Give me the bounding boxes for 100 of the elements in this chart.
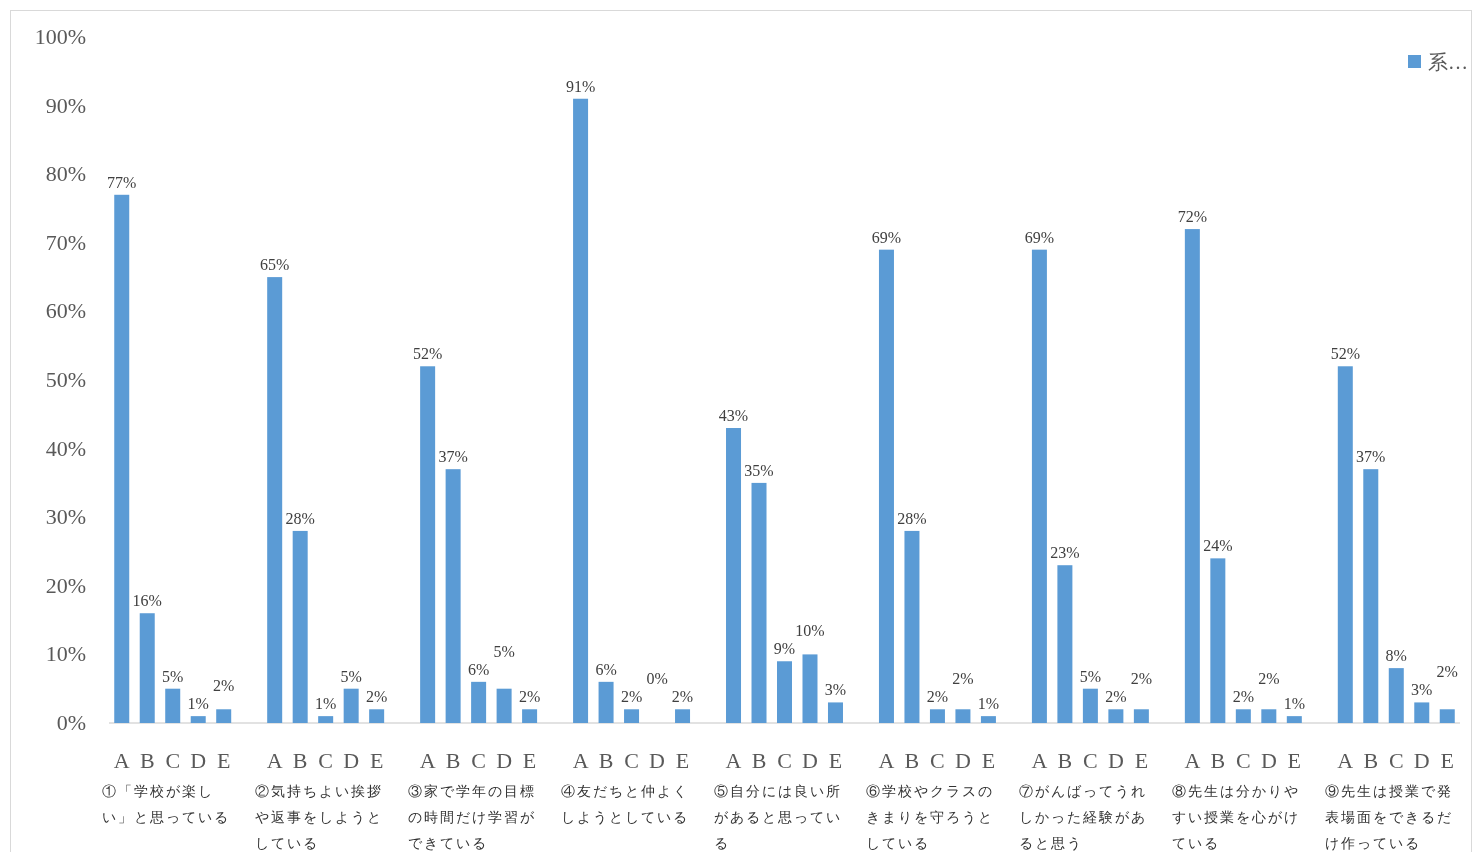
data-label: 28% (897, 509, 927, 527)
bar (1235, 709, 1251, 723)
bar (980, 716, 996, 723)
x-tick-label: B (139, 748, 155, 773)
y-tick-label: 100% (34, 24, 86, 49)
x-tick-label: A (419, 748, 436, 773)
bar (445, 469, 461, 723)
x-tick-label: E (369, 748, 384, 773)
x-tick-label: C (1083, 748, 1098, 773)
data-label: 91% (565, 77, 596, 95)
data-label: 23% (1050, 544, 1080, 562)
x-tick-label: E (522, 748, 537, 773)
data-label: 16% (132, 592, 162, 610)
bar (369, 709, 385, 723)
data-label: 8% (1385, 647, 1407, 665)
bar (1184, 229, 1200, 723)
x-tick-label: B (1057, 748, 1073, 773)
x-tick-label: A (572, 748, 589, 773)
y-tick-label: 30% (45, 504, 86, 530)
x-tick-label: D (496, 748, 513, 773)
x-tick-label: A (266, 748, 283, 773)
x-tick-label: C (624, 748, 639, 773)
bar (598, 681, 614, 723)
bar (1261, 709, 1277, 723)
bar (165, 688, 181, 723)
data-label: 2% (1232, 688, 1254, 706)
data-label: 10% (795, 622, 825, 640)
bar (675, 709, 691, 723)
bar (1057, 565, 1073, 723)
bar (190, 716, 206, 723)
x-tick-label: B (1210, 748, 1226, 773)
y-tick-label: 50% (45, 367, 86, 392)
data-label: 2% (1436, 663, 1458, 681)
x-tick-label: A (1184, 748, 1201, 773)
data-label: 69% (871, 228, 902, 246)
x-tick-label: B (598, 748, 614, 773)
x-tick-label: B (1363, 748, 1379, 773)
x-tick-label: D (343, 748, 360, 773)
bar (343, 688, 359, 723)
y-tick-label: 20% (45, 572, 86, 598)
x-tick-label: D (1260, 748, 1277, 773)
y-tick-label: 80% (45, 161, 86, 187)
data-label: 28% (285, 509, 315, 527)
text: ①「学校が楽しい」と思っている (101, 783, 230, 827)
data-label: 2% (926, 688, 949, 706)
x-tick-label: E (216, 748, 231, 773)
y-tick-label: 0% (56, 710, 86, 735)
bar (878, 249, 894, 723)
data-label: 2% (620, 688, 643, 706)
data-label: 0% (646, 670, 668, 688)
x-tick-label: C (777, 748, 792, 773)
text: ②気持ちよい挨拶や返事をしようとしている (254, 783, 383, 852)
x-tick-label: B (445, 748, 461, 773)
bar (1337, 366, 1353, 723)
data-label: 69% (1024, 228, 1055, 246)
bar (1363, 469, 1379, 723)
bar (1414, 702, 1430, 723)
x-tick-label: E (1440, 748, 1454, 773)
data-label: 37% (438, 448, 468, 466)
x-tick-label: A (113, 748, 130, 773)
bar (1286, 716, 1302, 723)
bar (1388, 668, 1404, 723)
x-tick-label: E (675, 748, 690, 773)
bar (267, 277, 283, 723)
x-tick-label: D (190, 748, 207, 773)
text: ⑥学校やクラスのきまりを守ろうとしている (866, 783, 995, 852)
bar (1082, 688, 1098, 723)
data-label: 2% (1130, 670, 1153, 688)
data-label: 1% (1283, 695, 1305, 713)
data-label: 2% (518, 688, 541, 706)
data-label: 5% (493, 642, 515, 660)
bar (624, 709, 640, 723)
bar (1210, 558, 1226, 723)
text: ⑦がんばってうれしかった経験があると思う (1019, 783, 1148, 852)
text: ⑨先生は授業で発表場面をできるだけ作っている (1325, 783, 1454, 852)
x-tick-label: B (292, 748, 308, 773)
x-tick-label: E (981, 748, 996, 773)
data-label: 5% (1079, 667, 1102, 685)
bar (827, 702, 843, 723)
x-tick-label: C (1388, 748, 1404, 773)
bar (114, 194, 130, 723)
data-label: 1% (187, 695, 209, 713)
data-label: 77% (107, 173, 137, 191)
bar (292, 530, 308, 723)
legend-label: 系… (1428, 51, 1468, 73)
x-tick-label: D (1413, 748, 1430, 773)
bar (216, 709, 232, 723)
data-label: 43% (718, 407, 749, 425)
data-label: 37% (1356, 448, 1386, 466)
bar (318, 716, 334, 723)
text: ⑤自分には良い所があると思っている (713, 783, 842, 852)
y-tick-label: 60% (45, 298, 86, 324)
data-label: 3% (1411, 681, 1433, 699)
x-tick-label: C (318, 748, 334, 773)
x-tick-label: C (930, 748, 945, 773)
bar (955, 709, 971, 723)
data-label: 5% (340, 667, 362, 685)
y-tick-label: 90% (45, 92, 86, 118)
bar (471, 681, 487, 723)
x-tick-label: D (649, 748, 665, 773)
